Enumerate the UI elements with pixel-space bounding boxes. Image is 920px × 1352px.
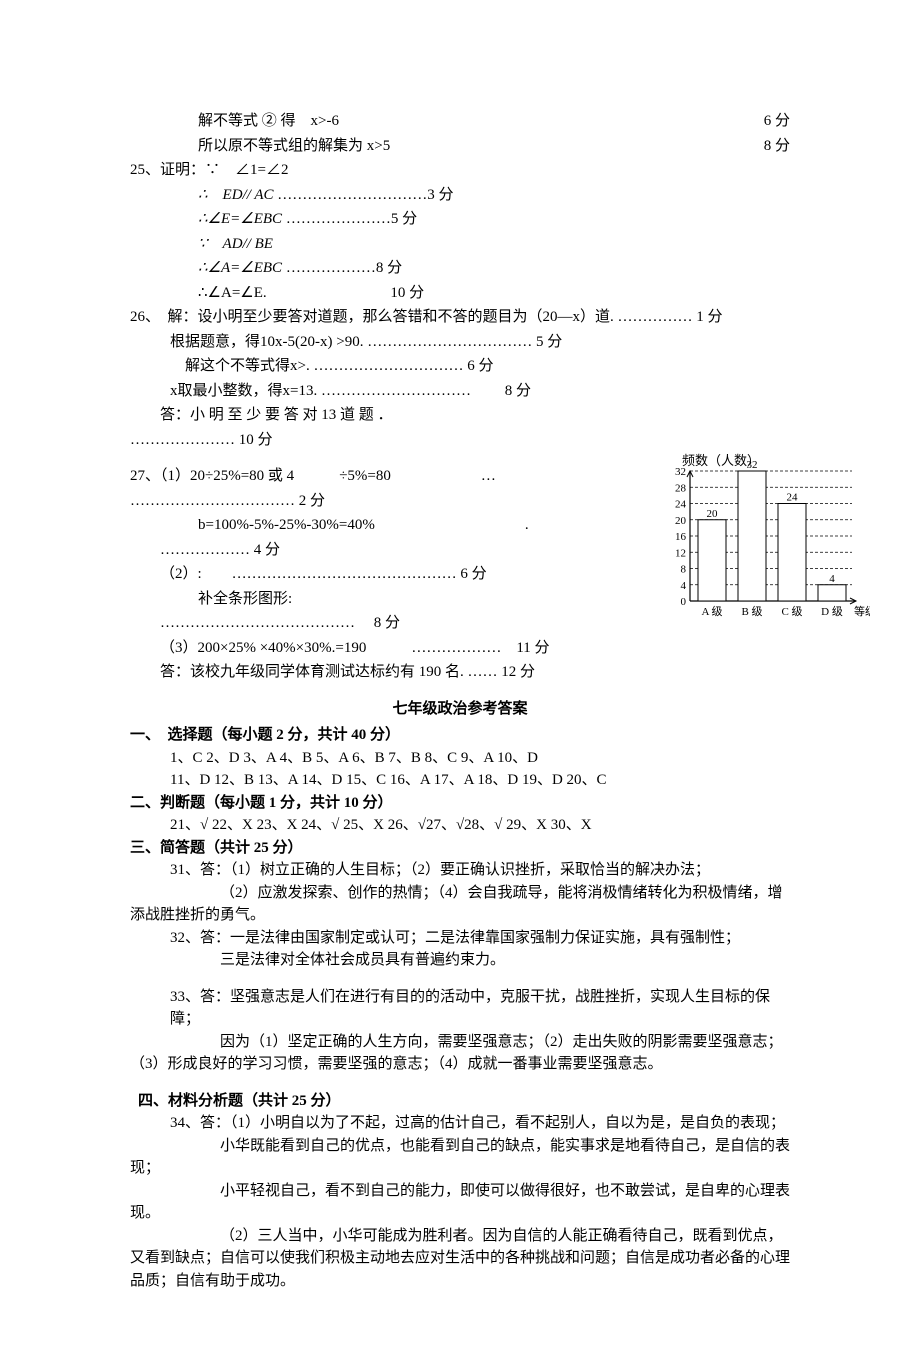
svg-text:12: 12: [675, 547, 686, 559]
a31-1: 31、答：（1）树立正确的人生目标；（2）要正确认识挫折，采取恰当的解决办法；: [130, 859, 790, 882]
q24-line2: 所以原不等式组的解集为 x>5: [198, 138, 390, 154]
politics-title: 七年级政治参考答案: [130, 698, 790, 721]
sec1-l2: 11、D 12、B 13、A 14、D 15、C 16、A 17、A 18、D …: [130, 769, 790, 792]
sec3-head: 三、简答题（共计 25 分）: [130, 837, 790, 860]
svg-text:24: 24: [787, 492, 799, 504]
q26-l4-dots: ………………………… 8 分: [321, 383, 531, 399]
svg-text:D 级: D 级: [821, 605, 843, 618]
svg-text:4: 4: [681, 580, 687, 592]
a33-2: 因为（1）坚定正确的人生方向，需要坚强意志；（2）走出失败的阴影需要坚强意志；（…: [130, 1031, 790, 1076]
q25-l5: ∴∠A=∠E.: [198, 285, 267, 301]
q25-l1: ∴ ED// AC: [198, 187, 274, 203]
q27-l2: b=100%-5%-25%-30%=40% .: [198, 517, 529, 533]
svg-text:32: 32: [747, 459, 758, 471]
q26-block: 26、 解：设小明至少要答对道题，那么答错和不答的题目为（20—x）道. …………: [130, 306, 790, 451]
svg-text:16: 16: [675, 531, 687, 543]
q26-l4: x取最小整数，得x=13.: [170, 383, 317, 399]
sec1-l1: 1、C 2、D 3、A 4、B 5、A 6、B 7、B 8、C 9、A 10、D: [130, 747, 790, 770]
svg-text:C 级: C 级: [781, 605, 802, 618]
q24-line1: 解不等式 ② 得 x>-6: [198, 113, 339, 129]
svg-text:32: 32: [675, 466, 686, 478]
q26-l5: 答：小 明 至 少 要 答 对 13 道 题 ．: [160, 407, 393, 423]
q25-l2: ∴∠E=∠EBC: [198, 211, 282, 227]
svg-text:20: 20: [707, 508, 719, 520]
a33-1: 33、答：坚强意志是人们在进行有目的的活动中，克服干扰，战胜挫折，实现人生目标的…: [130, 986, 790, 1031]
q27-block: 频数（人数）04812162024283220A 级32B 级24C 级4D 级…: [130, 453, 790, 684]
q24-block: 解不等式 ② 得 x>-6 6 分 所以原不等式组的解集为 x>5 8 分: [130, 110, 790, 157]
svg-text:0: 0: [681, 596, 687, 608]
svg-text:20: 20: [675, 515, 687, 527]
svg-text:8: 8: [681, 564, 687, 576]
svg-text:等级: 等级: [854, 604, 870, 618]
q25-l5-dots: 10 分: [270, 285, 424, 301]
svg-text:A 级: A 级: [701, 605, 722, 618]
a32-2: 三是法律对全体社会成员具有普遍约束力。: [130, 949, 790, 972]
a34-4: （2）三人当中，小华可能成为胜利者。因为自信的人能正确看待自己，既看到优点，又看…: [130, 1225, 790, 1293]
q25-l1-dots: …………………………3 分: [277, 187, 453, 203]
q25-l3: ∵ AD// BE: [198, 236, 273, 252]
svg-text:28: 28: [675, 482, 687, 494]
a34-1: 34、答：（1）小明自以为了不起，过高的估计自己，看不起别人，自以为是，是自负的…: [130, 1112, 790, 1135]
a31-2: （2）应激发探索、创作的热情；（4）会自我疏导，能将消极情绪转化为积极情绪，增添…: [130, 882, 790, 927]
q26-l5-dots: ………………… 10 分: [130, 429, 790, 452]
q25-head: 25、证明：∵ ∠1=∠2: [130, 159, 790, 182]
sec4-head: 四、材料分析题（共计 25 分）: [130, 1090, 790, 1113]
q27-l6: 答：该校九年级同学体育测试达标约有 190 名. …… 12 分: [130, 661, 790, 684]
q26-l3-dots: ………………………… 6 分: [313, 358, 493, 374]
sec1-head: 一、 选择题（每小题 2 分，共计 40 分）: [130, 724, 790, 747]
svg-text:4: 4: [829, 573, 835, 585]
q25-l4: ∴∠A=∠EBC: [198, 260, 282, 276]
q26-l1: 26、 解：设小明至少要答对道题，那么答错和不答的题目为（20—x）道.: [130, 309, 614, 325]
q26-l1-dots: …………… 1 分: [618, 309, 723, 325]
sec2-l1: 21、√ 22、X 23、X 24、√ 25、X 26、√27、√28、√ 29…: [130, 814, 790, 837]
q26-l2: 根据题意，得10x-5(20-x) >90.: [170, 334, 363, 350]
q24-line2-score: 8 分: [764, 135, 790, 158]
svg-text:24: 24: [675, 499, 687, 511]
a34-2: 小华既能看到自己的优点，也能看到自己的缺点，能实事求是地看待自己，是自信的表现；: [130, 1135, 790, 1180]
frequency-chart: 频数（人数）04812162024283220A 级32B 级24C 级4D 级…: [660, 453, 880, 643]
q26-l2-dots: …………………………… 5 分: [367, 334, 562, 350]
q27-l1: 27、（1）20÷25%=80 或 4 ÷5%=80 …: [130, 468, 496, 484]
q25-l4-dots: ………………8 分: [286, 260, 402, 276]
a34-3: 小平轻视自己，看不到自己的能力，即使可以做得很好，也不敢尝试，是自卑的心理表现。: [130, 1180, 790, 1225]
a32-1: 32、答：一是法律由国家制定或认可；二是法律靠国家强制力保证实施，具有强制性；: [130, 927, 790, 950]
q25-l2-dots: …………………5 分: [286, 211, 417, 227]
q26-l3: 解这个不等式得x>.: [170, 358, 310, 374]
sec2-head: 二、判断题（每小题 1 分，共计 10 分）: [130, 792, 790, 815]
svg-text:B 级: B 级: [741, 605, 762, 618]
q25-block: 25、证明：∵ ∠1=∠2 ∴ ED// AC …………………………3 分 ∴∠…: [130, 159, 790, 304]
q24-line1-score: 6 分: [764, 110, 790, 133]
